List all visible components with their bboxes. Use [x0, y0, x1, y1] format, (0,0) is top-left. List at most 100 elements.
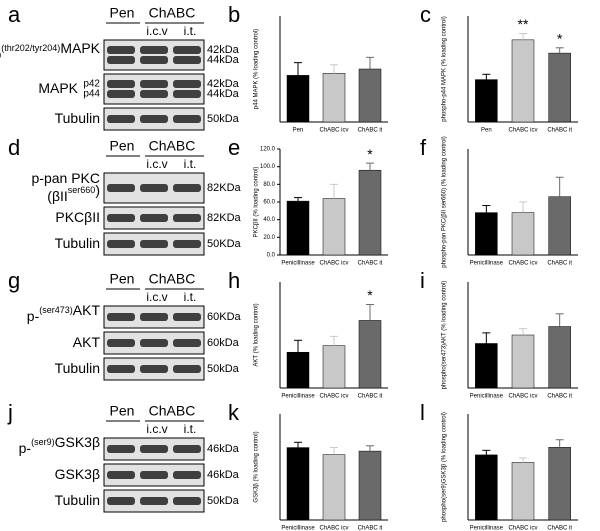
x-tick-label: Penicillinase	[281, 394, 315, 400]
lane-label: i.t.	[184, 24, 197, 38]
blot-band	[140, 90, 168, 98]
blot-band	[107, 313, 135, 321]
blot-band	[140, 471, 168, 479]
label-sup: (ser9)	[31, 437, 55, 447]
kda-label: 50kDa	[207, 363, 240, 375]
panel-letter: f	[420, 135, 427, 160]
lane-label: i.c.v	[146, 290, 167, 304]
kda-label: 46kDa	[207, 469, 240, 481]
bar	[548, 196, 571, 256]
blot-band	[173, 497, 201, 505]
y-axis-label: phospho(ser473)AKT (% loading control)	[442, 281, 448, 390]
bar	[358, 450, 382, 521]
lane-label: i.c.v	[146, 422, 167, 436]
blot-band	[107, 115, 135, 123]
blot-band	[140, 184, 168, 192]
blot-band	[140, 46, 168, 54]
panel-letter: g	[8, 268, 20, 293]
label-sup: (ser473)	[39, 305, 73, 315]
label-part: p	[0, 46, 1, 62]
row-label: Tubulin	[55, 492, 100, 508]
x-tick-label: ChABC icv	[508, 394, 537, 400]
y-tick-label: 20.0	[263, 235, 275, 241]
blot-band	[140, 240, 168, 248]
blot-band	[173, 90, 201, 98]
blot-band	[173, 240, 201, 248]
row-label: p-(ser473)AKT	[27, 302, 101, 324]
lane-label: Pen	[110, 138, 135, 154]
panel-letter: d	[8, 135, 20, 160]
bar	[548, 447, 571, 521]
x-tick-label: ChABC icv	[319, 394, 348, 400]
lane-label: i.c.v	[146, 24, 167, 38]
lane-label: Pen	[110, 403, 135, 419]
blot-band	[173, 313, 201, 321]
y-tick-label: 40.0	[263, 217, 275, 223]
blot-band	[173, 471, 201, 479]
bar	[475, 79, 498, 123]
blot-band	[107, 46, 135, 54]
blot-box	[103, 73, 205, 105]
blot-band	[140, 115, 168, 123]
panel-letter: a	[8, 2, 21, 27]
band-side-label: p42	[83, 79, 100, 90]
blot-box	[103, 39, 205, 71]
bar	[358, 68, 382, 123]
label-part: )	[95, 182, 100, 198]
blot-band	[107, 90, 135, 98]
row-label: (βIIser660)	[47, 182, 100, 204]
label-sup: ser660	[68, 185, 96, 195]
kda-label: 50kDa	[207, 495, 240, 507]
kda-label: 50KDa	[207, 238, 242, 250]
row-label: p(thr202/tyr204)MAPK	[0, 40, 101, 62]
blot-band	[173, 46, 201, 54]
blot-band	[173, 56, 201, 64]
x-tick-label: ChABC icv	[319, 261, 348, 267]
x-tick-label: ChABC it	[358, 526, 383, 531]
label-part: p-	[27, 308, 40, 324]
label-part: GSK3β	[55, 466, 100, 482]
label-part: PKCβII	[55, 209, 100, 225]
bar	[322, 345, 346, 389]
blot-band	[140, 497, 168, 505]
bar	[511, 212, 535, 256]
x-tick-label: Pen	[293, 128, 304, 134]
y-tick-label: 80.0	[263, 182, 275, 188]
x-tick-label: ChABC icv	[508, 526, 537, 531]
row-label: Tubulin	[55, 110, 100, 126]
lane-label: ChABC	[149, 403, 196, 419]
blot-band	[140, 80, 168, 88]
y-tick-label: 0.0	[267, 253, 276, 259]
bar	[286, 200, 310, 256]
significance: **	[518, 16, 529, 32]
row-label: AKT	[73, 334, 101, 350]
bar	[358, 320, 382, 389]
bar	[548, 52, 571, 123]
panel-letter: e	[228, 135, 240, 160]
y-tick-label: 120.0	[260, 147, 276, 153]
bar	[322, 198, 346, 256]
label-part: Tubulin	[55, 360, 100, 376]
lane-label: ChABC	[149, 138, 196, 154]
significance: *	[367, 146, 373, 162]
x-tick-label: ChABC icv	[508, 128, 537, 134]
kda-label: 82KDa	[207, 212, 242, 224]
blot-band	[107, 365, 135, 373]
label-part: GSK3β	[55, 434, 100, 450]
lane-label: i.t.	[184, 422, 197, 436]
x-tick-label: Pen	[481, 128, 492, 134]
bar	[548, 326, 571, 389]
label-part: AKT	[73, 302, 101, 318]
x-tick-label: ChABC icv	[508, 261, 537, 267]
x-tick-label: ChABC icv	[319, 526, 348, 531]
lane-label: Pen	[110, 5, 135, 21]
blot-band	[140, 313, 168, 321]
x-tick-label: Penicillinase	[281, 261, 315, 267]
panel-letter: h	[228, 268, 240, 293]
label-part: MAPK	[38, 80, 78, 96]
y-tick-label: 100.0	[260, 164, 276, 170]
row-label: p-pan PKC	[32, 170, 100, 186]
blot-band	[107, 471, 135, 479]
row-label: MAPK	[38, 80, 78, 96]
